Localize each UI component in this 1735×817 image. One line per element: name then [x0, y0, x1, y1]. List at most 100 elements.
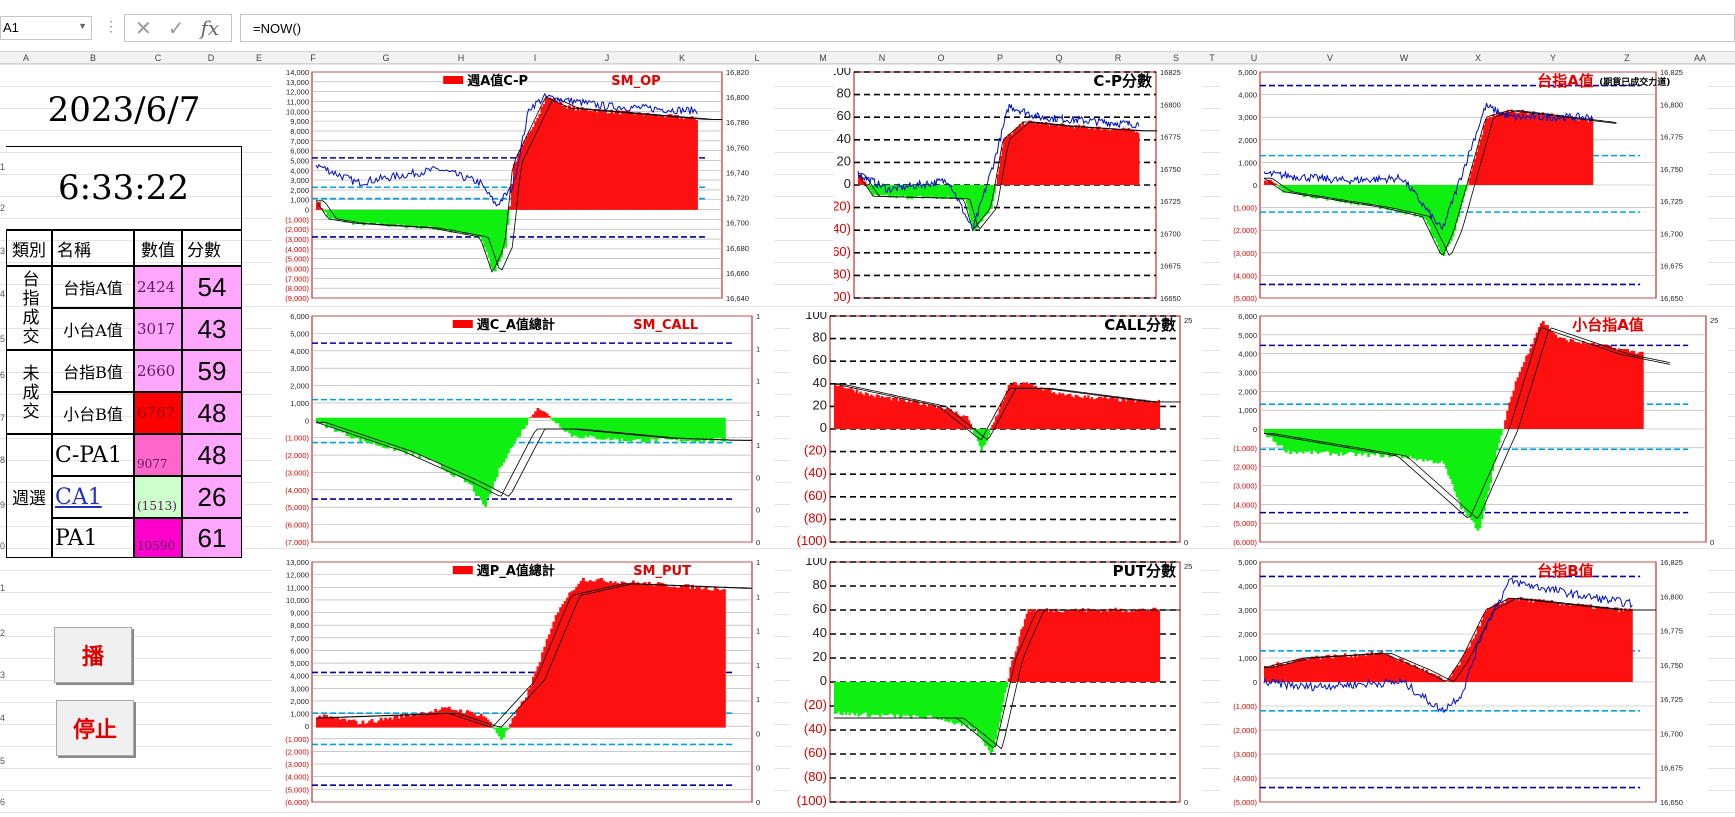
time-cell[interactable]: 6:33:22: [6, 146, 242, 230]
enter-icon[interactable]: ✓: [167, 17, 185, 40]
y-tick-label: 5,000: [290, 156, 309, 165]
row-name[interactable]: 小台A值: [52, 308, 134, 350]
y2-tick-label: 1: [756, 627, 760, 636]
cancel-icon[interactable]: ✕: [135, 17, 152, 40]
row-score[interactable]: 48: [182, 434, 242, 476]
column-header[interactable]: U: [1250, 53, 1258, 63]
column-header[interactable]: X: [1474, 53, 1482, 63]
column-header[interactable]: Z: [1624, 53, 1630, 63]
column-header[interactable]: S: [1172, 53, 1180, 63]
column-header[interactable]: Y: [1549, 53, 1557, 63]
column-header[interactable]: A: [22, 53, 30, 63]
row-header[interactable]: 1: [0, 583, 6, 593]
y2-tick-label: 16,650: [1660, 798, 1683, 807]
column-header[interactable]: AA: [1693, 53, 1707, 63]
y2-tick-label: 16675: [1160, 262, 1181, 271]
column-header[interactable]: F: [310, 53, 316, 63]
column-header[interactable]: W: [1399, 53, 1409, 63]
y-tick-label: 5,000: [290, 659, 309, 668]
y-tick-label: 0: [305, 722, 309, 731]
row-value[interactable]: 2424: [134, 266, 182, 308]
name-box[interactable]: A1 ▼: [0, 16, 92, 40]
row-header[interactable]: 1: [0, 162, 6, 172]
row-value[interactable]: (1513): [134, 476, 182, 518]
column-header[interactable]: O: [937, 53, 945, 63]
row-score[interactable]: 48: [182, 392, 242, 434]
formula-input[interactable]: =NOW(): [240, 14, 1735, 42]
row-score[interactable]: 43: [182, 308, 242, 350]
row-header[interactable]: 7: [0, 413, 6, 423]
row-header[interactable]: 3: [0, 246, 6, 256]
column-header[interactable]: C: [154, 53, 162, 63]
row-score[interactable]: 61: [182, 518, 242, 558]
row-header[interactable]: 2: [0, 203, 6, 213]
row-score[interactable]: 59: [182, 350, 242, 392]
y-tick-label: (3,000): [1233, 482, 1257, 491]
row-header[interactable]: 5: [0, 334, 6, 344]
row-name[interactable]: 小台B值: [52, 392, 134, 434]
play-button[interactable]: 播: [54, 627, 132, 683]
column-header[interactable]: K: [678, 53, 686, 63]
row-name[interactable]: CA1: [52, 476, 134, 518]
row-header[interactable]: 6: [0, 797, 6, 807]
smoothed-line: [315, 96, 722, 273]
row-name[interactable]: 台指A值: [52, 266, 134, 308]
y-tick-label: 2,000: [1238, 387, 1257, 396]
y-tick-label: 13,000: [286, 558, 309, 567]
chart-c3[interactable]: 5,000 4,000 3,000 2,000 1,000 0 (1,000) (2,000)…: [1220, 68, 1708, 304]
chart-c2[interactable]: 100 80 60 40 20 0 (20) (40) (60) (80) (100) 16825 16…: [834, 68, 1202, 304]
row-name[interactable]: C-PA1: [52, 434, 134, 476]
row-header[interactable]: 3: [0, 670, 6, 680]
row-header[interactable]: 9: [0, 500, 6, 510]
column-header[interactable]: E: [255, 53, 263, 63]
area-series: [1264, 320, 1644, 531]
chart-c8[interactable]: 100 80 60 40 20 0 (20) (40) (60) (80) (100) 25 0 PUT分…: [790, 558, 1202, 808]
column-header[interactable]: H: [457, 53, 465, 63]
row-header[interactable]: 4: [0, 713, 6, 723]
column-header[interactable]: Q: [1055, 53, 1063, 63]
column-header[interactable]: V: [1326, 53, 1334, 63]
chart-c7[interactable]: 13,000 12,000 11,000 10,000 9,000 8,000 7,000 6…: [272, 558, 774, 808]
insert-function-icon[interactable]: fx: [200, 16, 220, 40]
row-header[interactable]: 5: [0, 756, 6, 766]
stop-button[interactable]: 停止: [56, 700, 134, 756]
y-tick-label: 12,000: [286, 571, 309, 580]
row-header[interactable]: 8: [0, 455, 6, 465]
column-header[interactable]: N: [878, 53, 886, 63]
row-value[interactable]: 9077: [134, 434, 182, 476]
row-score[interactable]: 26: [182, 476, 242, 518]
chart-c6[interactable]: 6,000 5,000 4,000 3,000 2,000 1,000 0 (1,000) (2…: [1220, 312, 1728, 548]
column-header[interactable]: G: [382, 53, 390, 63]
chart-c1[interactable]: 14,000 13,000 12,000 11,000 10,000 9,000 8,000…: [272, 68, 774, 304]
chart-title: PUT分數: [1113, 562, 1176, 580]
row-score[interactable]: 54: [182, 266, 242, 308]
row-header[interactable]: 6: [0, 370, 6, 380]
row-value[interactable]: 6767: [134, 392, 182, 434]
chart-c9[interactable]: 5,000 4,000 3,000 2,000 1,000 0 (1,000) (2,000)…: [1220, 558, 1708, 808]
y-tick-label: 1,000: [290, 710, 309, 719]
chart-c4[interactable]: 6,000 5,000 4,000 3,000 2,000 1,000 0 (1,000) (2…: [272, 312, 774, 548]
row-header[interactable]: 2: [0, 628, 6, 638]
column-header[interactable]: I: [533, 53, 537, 63]
chart-c5[interactable]: 100 80 60 40 20 0 (20) (40) (60) (80) (100) 25 0 CALL…: [790, 312, 1202, 548]
column-header[interactable]: M: [819, 53, 827, 63]
column-header[interactable]: B: [89, 53, 97, 63]
row-value[interactable]: 3017: [134, 308, 182, 350]
column-header[interactable]: T: [1209, 53, 1215, 63]
column-header[interactable]: J: [604, 53, 610, 63]
date-cell[interactable]: 2023/6/7: [47, 90, 201, 130]
row-name[interactable]: 台指B值: [52, 350, 134, 392]
y-tick-label: 4,000: [290, 347, 309, 356]
column-header[interactable]: R: [1114, 53, 1122, 63]
row-header[interactable]: 4: [0, 289, 6, 299]
column-header[interactable]: D: [207, 53, 215, 63]
row-value[interactable]: 10590: [134, 518, 182, 558]
y-tick-label: (4,000): [1233, 271, 1257, 280]
row-value[interactable]: 2660: [134, 350, 182, 392]
column-header[interactable]: L: [754, 53, 760, 63]
row-name[interactable]: PA1: [52, 518, 134, 558]
y-tick-label: (2,000): [285, 451, 309, 460]
column-header[interactable]: P: [996, 53, 1004, 63]
row-header[interactable]: 0: [0, 541, 6, 551]
chevron-down-icon[interactable]: ▼: [78, 21, 87, 31]
